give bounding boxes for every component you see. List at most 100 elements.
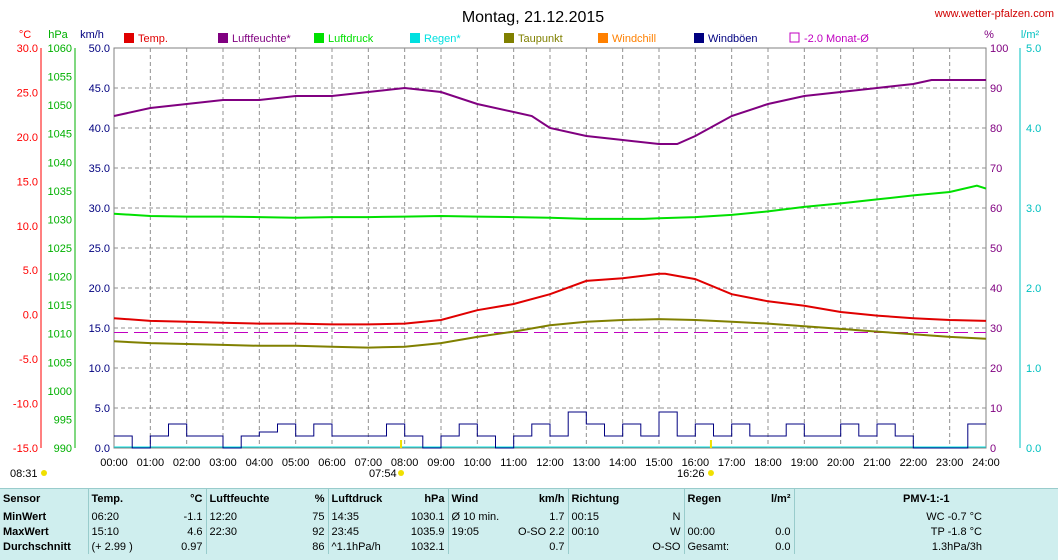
wind-value: 1.7 <box>549 510 565 523</box>
x-tick-label: 21:00 <box>863 457 891 469</box>
wind-header: Wind <box>447 489 514 509</box>
rain-time: 00:00 <box>683 524 750 539</box>
wind-time: Ø 10 min. <box>447 509 514 524</box>
humidity-tick-label: 10 <box>990 403 1002 415</box>
pressure-tick-label: 1040 <box>48 157 72 169</box>
wind-value: O-SO 2.2 <box>518 525 565 538</box>
humidity-tick-label: 80 <box>990 123 1002 135</box>
stats-row-max: MaxWert 15:10 4.6 22:30 92 23:45 1035.9 … <box>0 524 1058 539</box>
pmv-value: 1.3hPa/3h <box>793 539 1058 554</box>
rain-value <box>750 509 794 524</box>
rain-header: Regen <box>683 489 750 509</box>
x-tick-label: 24:00 <box>972 457 1000 469</box>
time-marker-label: 16:26 <box>677 468 705 480</box>
series-windböen-line <box>114 411 986 449</box>
temp-value: -1.1 <box>183 510 203 523</box>
x-tick-label: 19:00 <box>791 457 819 469</box>
x-tick-label: 14:00 <box>609 457 637 469</box>
x-tick-label: 02:00 <box>173 457 201 469</box>
pressure-value: 1030.1 <box>410 510 445 523</box>
pressure-value: 1035.9 <box>410 525 445 538</box>
temp-time: (+ 2.99 ) <box>87 539 150 554</box>
statistics-panel: Sensor Temp. °C Luftfeuchte % Luftdruck … <box>0 488 1058 560</box>
stats-row-min: MinWert 06:20 -1.1 12:20 75 14:35 1030.1… <box>0 509 1058 524</box>
series-luftfeuchte-line <box>113 79 986 145</box>
pmv-value: WC -0.7 °C <box>793 509 1058 524</box>
x-tick-label: 10:00 <box>464 457 492 469</box>
rain-value: 0.0 <box>775 540 791 553</box>
sun-marker-icon <box>41 470 47 476</box>
chart-background <box>0 0 1058 488</box>
humidity-axis-unit: % <box>984 29 994 41</box>
x-tick-label: 04:00 <box>246 457 274 469</box>
wind-tick-label: 10.0 <box>89 363 110 375</box>
rain-unit-header: l/m² <box>770 493 791 505</box>
temp-value: 4.6 <box>187 525 203 538</box>
direction-time: 00:15 <box>567 509 630 524</box>
x-tick-label: 16:00 <box>682 457 710 469</box>
wind-value: 0.7 <box>549 540 565 553</box>
rain-time: Gesamt: <box>683 539 750 554</box>
humidity-time: 22:30 <box>205 524 280 539</box>
x-tick-label: 17:00 <box>718 457 746 469</box>
wind-axis-unit: km/h <box>80 29 104 41</box>
pressure-tick-label: 1005 <box>48 357 72 369</box>
x-tick-label: 23:00 <box>936 457 964 469</box>
legend-swatch <box>124 33 134 43</box>
wind-tick-label: 5.0 <box>95 403 110 415</box>
x-tick-label: 13:00 <box>573 457 601 469</box>
wind-tick-label: 0.0 <box>95 443 110 455</box>
x-tick-label: 22:00 <box>900 457 928 469</box>
direction-value: N <box>672 510 681 523</box>
wind-time: 19:05 <box>447 524 514 539</box>
temp-tick-label: -10.0 <box>13 399 38 411</box>
row-label: MinWert <box>3 510 47 523</box>
rain-time <box>683 509 750 524</box>
humidity-tick-label: 100 <box>990 43 1008 55</box>
x-tick-label: 09:00 <box>427 457 455 469</box>
wind-tick-label: 30.0 <box>89 203 110 215</box>
pressure-tick-label: 1055 <box>48 72 72 84</box>
wind-tick-label: 15.0 <box>89 323 110 335</box>
legend-swatch <box>694 33 704 43</box>
humidity-value: 86 <box>312 540 325 553</box>
wind-tick-label: 35.0 <box>89 163 110 175</box>
temp-time: 15:10 <box>87 524 150 539</box>
legend-swatch <box>410 33 420 43</box>
legend-swatch <box>504 33 514 43</box>
pressure-value: 1032.1 <box>410 540 445 553</box>
series-temp-line <box>113 272 987 326</box>
wind-tick-label: 45.0 <box>89 83 110 95</box>
pressure-tick-label: 990 <box>54 443 72 455</box>
series-lines <box>113 79 987 449</box>
temp-axis-unit: °C <box>19 29 31 41</box>
pressure-time: 14:35 <box>327 509 404 524</box>
pressure-tick-label: 1015 <box>48 300 72 312</box>
axis-tick-labels: 30.0 25.0 20.0 15.0 10.0 5.0 0.0 -5.0 -10.0 -15.0… <box>13 43 1041 469</box>
temp-tick-label: 10.0 <box>17 221 38 233</box>
direction-time: 00:10 <box>567 524 630 539</box>
humidity-tick-label: 40 <box>990 283 1002 295</box>
series-luftdruck-line <box>113 184 987 220</box>
humidity-tick-label: 50 <box>990 243 1002 255</box>
pmv-header: PMV-1:-1 <box>793 489 1058 509</box>
x-tick-label: 03:00 <box>209 457 237 469</box>
wind-time <box>447 539 514 554</box>
wind-tick-label: 40.0 <box>89 123 110 135</box>
pressure-tick-label: 1035 <box>48 186 72 198</box>
time-marker-label: 07:54 <box>369 468 397 480</box>
legend-swatch <box>598 33 608 43</box>
x-tick-label: 06:00 <box>318 457 346 469</box>
rain-tick-label: 0.0 <box>1026 443 1041 455</box>
pressure-axis-unit: hPa <box>48 29 68 41</box>
direction-value: W <box>670 525 681 538</box>
row-label: Durchschnitt <box>3 540 71 553</box>
pressure-tick-label: 1010 <box>48 329 72 341</box>
humidity-value: 92 <box>312 525 325 538</box>
legend-label: -2.0 Monat-Ø <box>804 33 869 45</box>
legend-label: Windchill <box>612 33 656 45</box>
pmv-value: TP -1.8 °C <box>793 524 1058 539</box>
legend-swatch <box>314 33 324 43</box>
rain-tick-label: 2.0 <box>1026 283 1041 295</box>
temp-tick-label: 20.0 <box>17 132 38 144</box>
